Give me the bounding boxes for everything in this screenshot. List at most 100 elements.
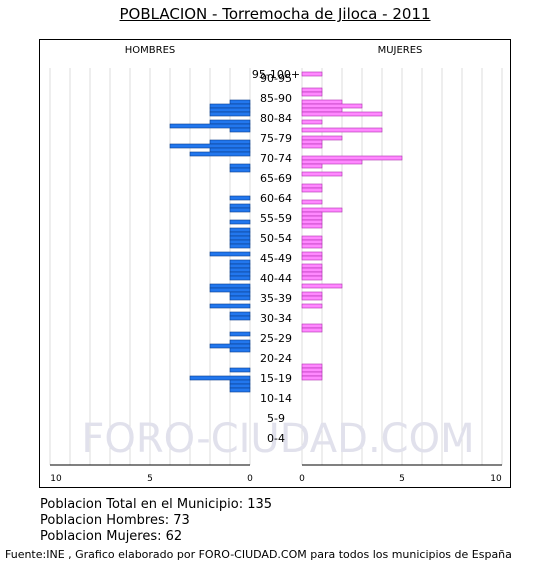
female-bar-age-91 <box>301 103 363 109</box>
female-bars <box>301 71 403 381</box>
age-group-label: 50-54 <box>260 232 292 245</box>
male-bars <box>169 99 251 393</box>
female-bar-age-43 <box>301 295 323 301</box>
male-bar-age-60 <box>229 227 251 233</box>
male-bar-age-85 <box>229 127 251 133</box>
age-group-label: 15-19 <box>260 372 292 385</box>
x-tick-left: 10 <box>50 474 62 484</box>
age-group-label: 45-49 <box>260 252 292 265</box>
male-bar-age-50 <box>229 267 251 273</box>
age-group-label: 60-64 <box>260 192 292 205</box>
female-bar-age-25 <box>301 367 323 373</box>
age-group-label: 25-29 <box>260 332 292 345</box>
female-bar-age-83 <box>301 135 343 141</box>
female-bar-age-62 <box>301 219 323 225</box>
male-bar-age-23 <box>189 375 251 381</box>
population-pyramid: FORO-CIUDAD.COM HOMBRES MUJERES 95-100+9… <box>49 45 503 484</box>
x-tick-left: 5 <box>147 474 153 484</box>
female-bar-age-64 <box>301 211 323 217</box>
male-bar-age-91 <box>209 103 251 109</box>
female-bar-age-77 <box>301 159 363 165</box>
age-group-label: 95-100+ <box>252 68 300 81</box>
male-bar-age-75 <box>229 167 251 173</box>
female-bar-age-74 <box>301 171 343 177</box>
male-bar-age-92 <box>229 99 251 105</box>
male-bar-age-59 <box>229 231 251 237</box>
female-bar-age-87 <box>301 119 323 125</box>
female-bar-age-26 <box>301 363 323 369</box>
hombres-header: HOMBRES <box>125 45 176 56</box>
female-bar-age-67 <box>301 199 323 205</box>
female-bar-age-89 <box>301 111 383 117</box>
male-bar-age-44 <box>229 291 251 297</box>
male-bar-age-32 <box>229 339 251 345</box>
age-group-label: 10-14 <box>260 392 292 405</box>
male-bar-age-43 <box>229 295 251 301</box>
age-group-label: 5-9 <box>267 412 285 425</box>
age-group-label: 0-4 <box>267 432 285 445</box>
female-bar-age-44 <box>301 291 323 297</box>
female-bar-age-35 <box>301 327 323 333</box>
male-bar-age-31 <box>209 343 251 349</box>
male-bar-age-58 <box>229 235 251 241</box>
male-bar-age-79 <box>189 151 251 157</box>
female-bar-age-48 <box>301 275 323 281</box>
male-bar-age-56 <box>229 243 251 249</box>
female-bar-age-54 <box>301 251 323 257</box>
male-bar-age-21 <box>229 383 251 389</box>
female-bar-age-85 <box>301 127 383 133</box>
female-bar-age-61 <box>301 223 323 229</box>
female-bar-age-65 <box>301 207 343 213</box>
female-bar-age-53 <box>301 255 323 261</box>
age-group-label: 90-95 <box>260 72 292 85</box>
male-bar-age-30 <box>229 347 251 353</box>
male-bar-age-51 <box>229 263 251 269</box>
age-group-label: 65-69 <box>260 172 292 185</box>
female-bar-age-94 <box>301 91 323 97</box>
male-bar-age-52 <box>229 259 251 265</box>
female-bar-age-63 <box>301 215 323 221</box>
male-bar-age-34 <box>229 331 251 337</box>
female-bar-age-51 <box>301 263 323 269</box>
male-bar-age-86 <box>169 123 251 129</box>
male-bar-age-76 <box>229 163 251 169</box>
male-bar-age-62 <box>229 219 251 225</box>
male-bar-age-45 <box>209 287 251 293</box>
male-bar-age-22 <box>229 379 251 385</box>
age-group-label: 80-84 <box>260 112 292 125</box>
male-bar-age-90 <box>209 107 251 113</box>
male-bar-age-20 <box>229 387 251 393</box>
pyramid-frame: FORO-CIUDAD.COM HOMBRES MUJERES 95-100+ 9… <box>39 39 511 488</box>
source-note: Fuente:INE , Grafico elaborado por FORO-… <box>5 548 512 561</box>
male-bar-age-82 <box>209 139 251 145</box>
grid-lines <box>49 68 503 465</box>
female-bar-age-99 <box>301 71 323 77</box>
x-tick-right: 10 <box>490 474 502 484</box>
age-group-label: 70-74 <box>260 152 292 165</box>
male-population: Poblacion Hombres: 73 <box>40 513 190 528</box>
female-bar-age-24 <box>301 371 323 377</box>
age-group-label: 30-34 <box>260 312 292 325</box>
female-bar-age-56 <box>301 243 323 249</box>
female-bar-age-58 <box>301 235 323 241</box>
female-bar-age-78 <box>301 155 403 161</box>
age-group-labels: 95-100+90-95 85-90 80-84 75-79 70-74 65-69 60-… <box>252 68 300 445</box>
male-bar-age-39 <box>229 311 251 317</box>
axis-ticks: 10 5 0 0 5 10 <box>50 474 502 484</box>
female-bar-age-50 <box>301 267 323 273</box>
watermark: FORO-CIUDAD.COM <box>81 416 474 462</box>
female-bar-age-82 <box>301 139 323 145</box>
male-bar-age-81 <box>169 143 251 149</box>
female-bar-age-49 <box>301 271 323 277</box>
x-tick-right: 5 <box>399 474 405 484</box>
female-bar-age-90 <box>301 107 343 113</box>
female-bar-age-76 <box>301 163 323 169</box>
age-group-label: 20-24 <box>260 352 292 365</box>
male-bar-age-66 <box>229 203 251 209</box>
chart-title: POBLACION - Torremocha de Jiloca - 2011 <box>119 5 431 23</box>
age-group-label: 40-44 <box>260 272 292 285</box>
female-population: Poblacion Mujeres: 62 <box>40 529 183 544</box>
female-bar-age-81 <box>301 143 323 149</box>
male-bar-age-49 <box>229 271 251 277</box>
male-bar-age-48 <box>229 275 251 281</box>
